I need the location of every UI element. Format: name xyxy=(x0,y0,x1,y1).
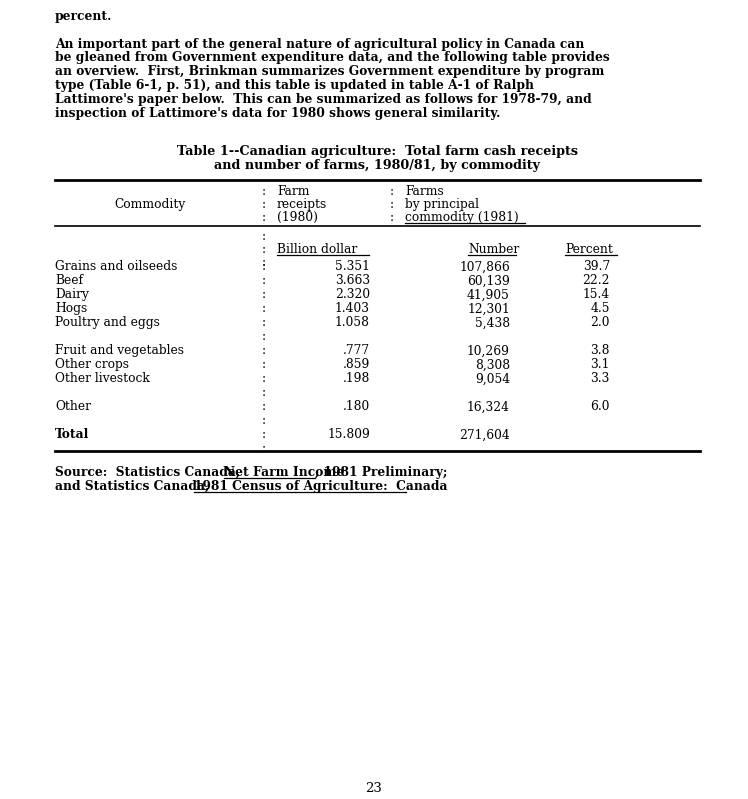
Text: :: : xyxy=(262,256,266,269)
Text: .777: .777 xyxy=(343,344,370,357)
Text: Poultry and eggs: Poultry and eggs xyxy=(55,316,160,329)
Text: :: : xyxy=(262,185,266,198)
Text: 4.5: 4.5 xyxy=(590,302,610,316)
Text: 271,604: 271,604 xyxy=(459,428,510,441)
Text: 41,905: 41,905 xyxy=(467,288,510,301)
Text: 12,301: 12,301 xyxy=(468,302,510,316)
Text: :: : xyxy=(390,212,394,225)
Text: Farms: Farms xyxy=(405,185,444,198)
Text: :: : xyxy=(262,274,266,288)
Text: Net Farm Income: Net Farm Income xyxy=(224,466,345,479)
Text: Source:  Statistics Canada,: Source: Statistics Canada, xyxy=(55,466,245,479)
Text: commodity (1981): commodity (1981) xyxy=(405,212,519,225)
Text: Beef: Beef xyxy=(55,274,83,288)
Text: percent.: percent. xyxy=(55,10,112,23)
Text: :: : xyxy=(262,288,266,301)
Text: 107,866: 107,866 xyxy=(459,260,510,273)
Text: :: : xyxy=(262,400,266,413)
Text: 1.058: 1.058 xyxy=(335,316,370,329)
Text: 60,139: 60,139 xyxy=(467,274,510,288)
Text: 9,054: 9,054 xyxy=(475,372,510,385)
Text: :: : xyxy=(262,230,266,244)
Text: and number of farms, 1980/81, by commodity: and number of farms, 1980/81, by commodi… xyxy=(215,159,541,173)
Text: 5,438: 5,438 xyxy=(475,316,510,329)
Text: Percent: Percent xyxy=(565,244,613,256)
Text: 2.320: 2.320 xyxy=(335,288,370,301)
Text: :: : xyxy=(262,212,266,225)
Text: by principal: by principal xyxy=(405,198,479,212)
Text: :: : xyxy=(262,443,266,455)
Text: 3.1: 3.1 xyxy=(591,359,610,372)
Text: inspection of Lattimore's data for 1980 shows general similarity.: inspection of Lattimore's data for 1980 … xyxy=(55,106,500,120)
Text: 15.809: 15.809 xyxy=(327,428,370,441)
Text: and Statistics Canada,: and Statistics Canada, xyxy=(55,480,214,493)
Text: Grains and oilseeds: Grains and oilseeds xyxy=(55,260,177,273)
Text: Other: Other xyxy=(55,400,91,413)
Text: Number: Number xyxy=(468,244,519,256)
Text: 10,269: 10,269 xyxy=(467,344,510,357)
Text: 3.663: 3.663 xyxy=(335,274,370,288)
Text: Other crops: Other crops xyxy=(55,359,129,372)
Text: .: . xyxy=(406,480,410,493)
Text: Lattimore's paper below.  This can be summarized as follows for 1978-79, and: Lattimore's paper below. This can be sum… xyxy=(55,93,592,105)
Text: 3.3: 3.3 xyxy=(591,372,610,385)
Text: receipts: receipts xyxy=(277,198,327,212)
Text: :: : xyxy=(262,316,266,329)
Text: Farm: Farm xyxy=(277,185,310,198)
Text: 1.403: 1.403 xyxy=(335,302,370,316)
Text: Dairy: Dairy xyxy=(55,288,89,301)
Text: 16,324: 16,324 xyxy=(467,400,510,413)
Text: :: : xyxy=(262,331,266,344)
Text: :: : xyxy=(262,260,266,273)
Text: :: : xyxy=(390,185,394,198)
Text: :: : xyxy=(262,244,266,256)
Text: 8,308: 8,308 xyxy=(475,359,510,372)
Text: 22.2: 22.2 xyxy=(583,274,610,288)
Text: be gleaned from Government expenditure data, and the following table provides: be gleaned from Government expenditure d… xyxy=(55,51,610,65)
Text: Table 1--Canadian agriculture:  Total farm cash receipts: Table 1--Canadian agriculture: Total far… xyxy=(177,145,578,158)
Text: .198: .198 xyxy=(343,372,370,385)
Text: :: : xyxy=(262,302,266,316)
Text: .859: .859 xyxy=(343,359,370,372)
Text: 15.4: 15.4 xyxy=(583,288,610,301)
Text: type (Table 6-1, p. 51), and this table is updated in table A-1 of Ralph: type (Table 6-1, p. 51), and this table … xyxy=(55,79,534,92)
Text: 39.7: 39.7 xyxy=(583,260,610,273)
Text: :: : xyxy=(262,387,266,400)
Text: :: : xyxy=(262,428,266,441)
Text: Total: Total xyxy=(55,428,89,441)
Text: :: : xyxy=(262,415,266,427)
Text: :: : xyxy=(262,344,266,357)
Text: 5.351: 5.351 xyxy=(335,260,370,273)
Text: (1980): (1980) xyxy=(277,212,318,225)
Text: 1981 Census of Agriculture:  Canada: 1981 Census of Agriculture: Canada xyxy=(194,480,447,493)
Text: 3.8: 3.8 xyxy=(590,344,610,357)
Text: :: : xyxy=(262,372,266,385)
Text: .180: .180 xyxy=(343,400,370,413)
Text: 6.0: 6.0 xyxy=(590,400,610,413)
Text: Fruit and vegetables: Fruit and vegetables xyxy=(55,344,184,357)
Text: Hogs: Hogs xyxy=(55,302,88,316)
Text: An important part of the general nature of agricultural policy in Canada can: An important part of the general nature … xyxy=(55,38,584,50)
Text: :: : xyxy=(390,198,394,212)
Text: Billion dollar: Billion dollar xyxy=(277,244,358,256)
Text: Commodity: Commodity xyxy=(114,198,186,212)
Text: Other livestock: Other livestock xyxy=(55,372,150,385)
Text: :: : xyxy=(262,359,266,372)
Text: 2.0: 2.0 xyxy=(590,316,610,329)
Text: 23: 23 xyxy=(366,782,382,795)
Text: :: : xyxy=(262,198,266,212)
Text: , 1981 Preliminary;: , 1981 Preliminary; xyxy=(315,466,447,479)
Text: an overview.  First, Brinkman summarizes Government expenditure by program: an overview. First, Brinkman summarizes … xyxy=(55,66,604,78)
